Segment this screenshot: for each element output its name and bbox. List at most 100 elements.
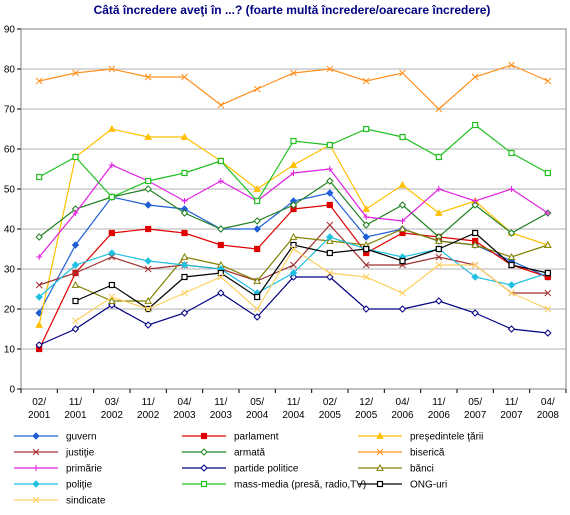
data-point-justitie	[144, 265, 152, 273]
data-point-biserica	[72, 69, 79, 77]
data-point-mass-media-presa-radio-tv	[326, 141, 333, 149]
legend-swatch-marker	[376, 463, 384, 471]
data-point-ong-uri	[217, 269, 224, 277]
data-point-partide-politice	[289, 273, 298, 281]
data-point-biserica	[362, 77, 370, 85]
y-tick-label: 0	[9, 385, 15, 396]
series-biserica	[35, 61, 552, 113]
data-point-justitie	[544, 289, 552, 297]
legend-label: primărie	[66, 464, 103, 475]
legend-item-partide-politice: partide politice	[182, 464, 299, 475]
data-point-partide-politice	[180, 309, 189, 317]
data-point-ong-uri	[472, 229, 479, 237]
data-point-biserica	[435, 105, 443, 113]
data-point-ong-uri	[290, 241, 297, 249]
data-point-partide-politice	[362, 305, 370, 313]
data-point-primarie	[435, 186, 442, 192]
data-point-mass-media-presa-radio-tv	[254, 197, 261, 205]
data-point-presedintele-tarii	[35, 320, 44, 328]
data-point-banci	[144, 296, 153, 304]
data-point-sindicate	[290, 245, 297, 253]
data-point-guvern	[71, 241, 80, 249]
axes: 0 10 20 30 40 50 60 70 80 90 02/2001 11/2001 03/2002…	[4, 25, 567, 421]
data-point-partide-politice	[253, 313, 261, 321]
data-point-sindicate	[181, 289, 188, 297]
data-point-sindicate	[471, 261, 479, 269]
data-point-sindicate	[326, 269, 334, 277]
data-point-primarie	[181, 198, 188, 204]
data-point-mass-media-presa-radio-tv	[108, 193, 115, 201]
x-tick-label: 03/2002	[101, 397, 124, 421]
data-point-primarie	[72, 210, 79, 216]
legend-swatch-marker	[376, 448, 384, 456]
data-point-guvern	[144, 201, 152, 209]
data-point-partide-politice	[217, 289, 225, 297]
data-point-sindicate	[72, 317, 79, 325]
data-point-presedintele-tarii	[434, 208, 443, 216]
data-point-primarie	[363, 214, 370, 220]
legend-label: poliţie	[66, 480, 93, 491]
data-point-guvern	[253, 225, 261, 233]
series-line-banci	[75, 228, 549, 302]
x-tick-label: 11/2001	[64, 397, 87, 421]
data-point-armata	[253, 217, 261, 225]
data-point-ong-uri	[508, 261, 515, 269]
data-point-primarie	[217, 178, 224, 184]
data-point-biserica	[217, 101, 225, 109]
data-point-armata	[180, 209, 189, 217]
data-point-armata	[398, 201, 407, 209]
legend-label: parlament	[234, 432, 279, 443]
series-line-ong-uri	[75, 232, 548, 310]
data-point-presedintele-tarii	[253, 184, 262, 192]
chart-title: Câtă încredere aveţi în ...? (foarte mul…	[94, 3, 491, 17]
legend-label: mass-media (presă, radio,TV)	[234, 480, 366, 491]
legend-swatch-marker	[33, 465, 39, 471]
legend-label: guvern	[66, 432, 97, 443]
legend-item-banci: bănci	[358, 464, 434, 475]
data-point-parlament	[108, 229, 115, 237]
legend-item-politie: poliţie	[14, 480, 93, 491]
data-point-sindicate	[399, 289, 406, 297]
series-sindicate	[72, 245, 552, 325]
data-point-parlament	[217, 241, 224, 249]
data-point-mass-media-presa-radio-tv	[399, 133, 406, 141]
x-tick-label: 11/2003	[210, 397, 233, 421]
data-point-biserica	[35, 77, 43, 85]
data-point-mass-media-presa-radio-tv	[145, 177, 152, 185]
legend-swatch-marker	[32, 480, 40, 488]
data-point-biserica	[290, 69, 297, 77]
data-point-primarie	[472, 198, 479, 204]
data-point-partide-politice	[471, 309, 479, 317]
data-point-banci	[434, 236, 443, 244]
data-point-banci	[107, 296, 116, 304]
data-point-primarie	[508, 186, 515, 192]
data-point-politie	[180, 261, 189, 269]
data-point-banci	[71, 280, 80, 288]
legend-item-biserica: biserică	[358, 448, 445, 459]
x-tick-label: 04/2006	[391, 397, 414, 421]
data-point-mass-media-presa-radio-tv	[508, 149, 515, 157]
data-point-mass-media-presa-radio-tv	[181, 169, 188, 177]
data-point-presedintele-tarii	[289, 160, 298, 168]
x-tick-label: 05/2007	[464, 397, 487, 421]
data-point-armata	[289, 201, 298, 209]
y-tick-label: 30	[4, 265, 16, 276]
data-point-partide-politice	[507, 325, 516, 333]
data-point-banci	[543, 240, 552, 248]
data-point-justitie	[290, 261, 297, 269]
data-point-guvern	[362, 233, 370, 241]
legend-item-sindicate: sindicate	[14, 496, 106, 507]
data-point-mass-media-presa-radio-tv	[544, 169, 551, 177]
data-point-primarie	[544, 210, 551, 216]
data-point-ong-uri	[435, 245, 442, 253]
data-point-parlament	[181, 229, 188, 237]
legend-swatch-marker	[200, 480, 208, 488]
x-tick-label: 11/2006	[428, 397, 451, 421]
data-point-armata	[326, 177, 334, 185]
legend-item-ong-uri: ONG-uri	[358, 480, 447, 491]
data-point-presedintele-tarii	[398, 180, 407, 188]
data-point-biserica	[399, 69, 406, 77]
legend-item-mass-media-presa-radio-tv: mass-media (presă, radio,TV)	[182, 480, 366, 491]
data-point-banci	[253, 276, 262, 284]
data-point-sindicate	[253, 305, 261, 313]
